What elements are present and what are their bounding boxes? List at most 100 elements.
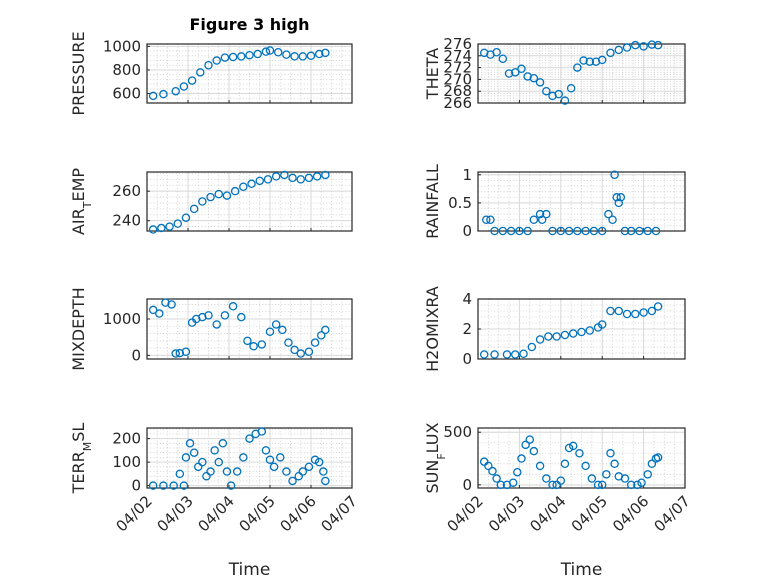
data-point	[552, 332, 561, 341]
data-point	[579, 56, 588, 65]
data-point	[282, 467, 291, 476]
data-point	[220, 311, 230, 320]
data-point	[614, 306, 624, 316]
data-point	[523, 226, 532, 236]
data-point	[548, 226, 557, 236]
data-point	[614, 198, 624, 208]
data-point	[321, 48, 330, 58]
data-point	[169, 481, 178, 490]
data-point	[653, 40, 663, 50]
data-point	[148, 481, 158, 490]
data-point	[564, 226, 574, 236]
y-tick-label: 260	[112, 182, 141, 200]
data-point	[529, 73, 539, 83]
subplot-rainfall: 0 0.5 1 RAINFALL	[423, 164, 686, 240]
data-point	[573, 226, 582, 236]
data-point	[581, 461, 590, 471]
data-point	[631, 40, 640, 50]
data-point	[232, 467, 242, 476]
y-axis-label: PRESSURE	[69, 31, 88, 115]
data-point	[278, 325, 287, 335]
data-point	[261, 47, 271, 56]
data-point	[230, 186, 240, 196]
y-axis-label: SUNFLUX	[423, 422, 448, 493]
data-point	[496, 480, 506, 490]
data-point	[214, 189, 223, 199]
data-point	[614, 45, 624, 55]
data-point	[535, 461, 545, 471]
data-point	[239, 453, 248, 462]
subplot-terr-msl: 0 100 200 TERRMSL 04/0204/0304/0404/0504/060…	[69, 423, 361, 580]
data-point	[585, 326, 595, 335]
data-point	[212, 56, 221, 65]
data-point	[498, 226, 508, 236]
data-point	[484, 461, 493, 471]
data-point	[581, 226, 590, 236]
axes-frame	[146, 43, 353, 104]
data-point	[482, 215, 491, 225]
y-tick-label: 200	[112, 430, 141, 448]
x-tick-label: 04/02	[113, 492, 156, 535]
axes-frame	[477, 427, 686, 489]
data-point	[504, 69, 514, 78]
data-point	[271, 320, 281, 329]
data-point	[171, 86, 180, 96]
data-point	[610, 459, 619, 469]
x-axis-label: Time	[228, 560, 271, 580]
data-point	[159, 481, 168, 490]
data-point	[568, 441, 578, 451]
data-point	[521, 440, 530, 450]
data-point	[506, 226, 516, 236]
subplot-h2omixra: 0 2 4 H2OMIXRA	[423, 286, 686, 372]
data-point	[577, 327, 586, 337]
data-point	[257, 340, 267, 349]
data-point	[265, 46, 275, 55]
data-point	[319, 467, 328, 476]
x-tick-label: 04/04	[195, 492, 238, 535]
data-point	[519, 349, 528, 358]
subplot-sun-flux: 0 500SUNFLUX04/0204/0304/0404/0504/0604/0…	[423, 422, 694, 580]
data-point	[284, 338, 293, 347]
data-point	[548, 480, 557, 490]
data-point	[616, 193, 626, 202]
data-point	[490, 350, 499, 359]
data-point	[237, 312, 246, 322]
data-point	[321, 476, 330, 486]
data-point	[653, 453, 663, 462]
y-tick-label: 0.5	[448, 194, 472, 212]
data-point	[304, 347, 314, 356]
y-axis-label: MIXDEPTH	[69, 287, 88, 370]
data-point	[517, 454, 526, 463]
data-point	[622, 43, 632, 52]
data-point	[490, 226, 499, 236]
data-point	[479, 457, 489, 466]
data-point	[529, 215, 539, 225]
y-tick-label: 270	[443, 70, 472, 88]
data-point	[173, 219, 182, 228]
data-point	[220, 53, 230, 62]
x-tick-label: 04/06	[609, 492, 652, 535]
data-point	[542, 209, 551, 219]
data-point	[237, 52, 246, 61]
y-tick-label: 0	[131, 346, 141, 364]
data-point	[206, 467, 215, 476]
y-tick-label: 800	[112, 61, 141, 79]
x-tick-label: 04/05	[568, 492, 611, 535]
data-point	[314, 49, 324, 59]
data-point	[263, 175, 273, 184]
data-point	[155, 309, 164, 318]
data-point	[204, 60, 213, 70]
data-point	[626, 226, 636, 236]
data-point	[181, 213, 191, 222]
data-point	[275, 453, 285, 462]
axes-frame	[146, 298, 353, 360]
data-point	[620, 226, 630, 236]
data-point	[181, 347, 191, 356]
data-point	[637, 478, 646, 487]
y-axis-label: THETA	[423, 48, 442, 100]
data-point	[175, 469, 185, 479]
subplot-mixdepth: 0 1000 MIXDEPTH	[69, 287, 353, 371]
y-tick-label: 500	[443, 423, 472, 441]
y-tick-label: 276	[443, 35, 472, 53]
